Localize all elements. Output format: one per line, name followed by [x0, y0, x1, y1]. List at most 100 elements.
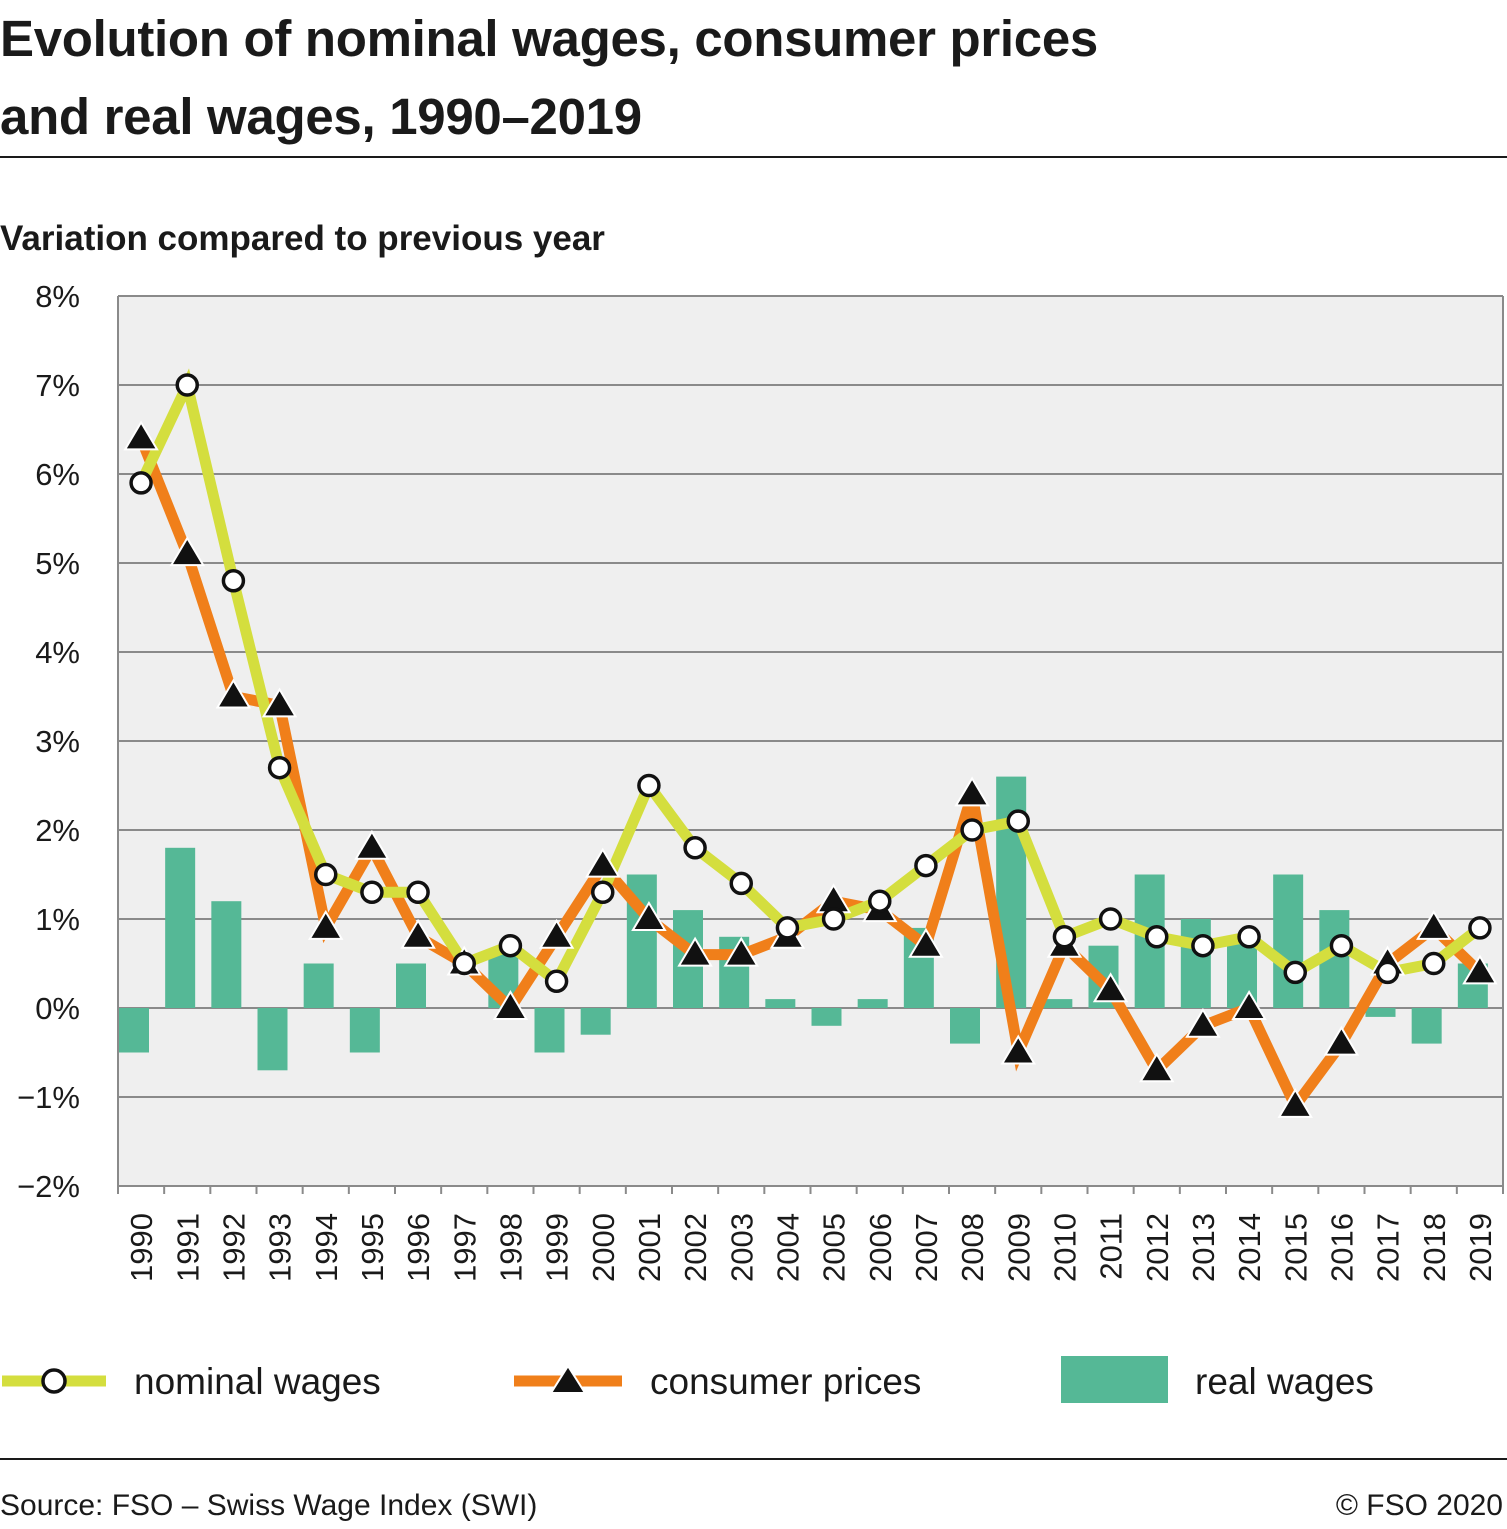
marker-nominal-wages-1998: [498, 933, 523, 958]
marker-nominal-wages-2012: [1145, 925, 1169, 949]
marker-nominal-wages-1994: [314, 862, 338, 887]
marker-nominal-wages-1991: [175, 373, 199, 397]
bar-real-wages-2004: [765, 999, 796, 1008]
marker-consumer-prices-2018: [1415, 909, 1452, 940]
y-tick-label: 8%: [35, 279, 80, 314]
line-bar-chart: 8%7%6%5%4%3%2%1%0%−1%−2% 1990 1991 1992 199…: [17, 279, 1504, 1282]
chart-title: Evolution of nominal wages, consumer pri…: [0, 0, 1480, 156]
marker-consumer-prices-1992: [215, 678, 252, 709]
x-tick-label-1992: 1992: [216, 1213, 251, 1282]
marker-consumer-prices-2003: [723, 936, 760, 967]
marker-nominal-wages-2016: [1329, 933, 1354, 958]
x-tick-label-2006: 2006: [863, 1213, 898, 1282]
y-tick-label: 5%: [35, 546, 80, 581]
x-tick-label-1999: 1999: [540, 1213, 575, 1282]
y-tick-label: −2%: [17, 1169, 80, 1204]
x-axis: 1990 1991 1992 1993 1994 1995 1996 1997 1998 1999…: [117, 1185, 1504, 1282]
x-tick-label-2019: 2019: [1463, 1213, 1498, 1282]
triangle-marker-icon: [549, 1364, 587, 1394]
legend-swatch-nominal: [2, 1368, 106, 1394]
bar-real-wages-2017: [1365, 1008, 1396, 1017]
marker-consumer-prices-2009: [1000, 1034, 1037, 1065]
x-tick-label-2010: 2010: [1047, 1213, 1082, 1282]
marker-consumer-prices-1999: [538, 918, 575, 949]
marker-consumer-prices-2011: [1092, 972, 1129, 1003]
legend: nominal wages consumer prices real wages: [0, 1352, 1507, 1412]
title-line-2: and real wages, 1990–2019: [0, 88, 642, 145]
source-note: Source: FSO – Swiss Wage Index (SWI): [0, 1489, 538, 1522]
marker-consumer-prices-2014: [1231, 990, 1267, 1020]
legend-label-cpi: consumer prices: [650, 1361, 922, 1402]
marker-nominal-wages-2009: [1006, 809, 1030, 833]
y-tick-label: 1%: [35, 902, 80, 937]
x-tick-label-2016: 2016: [1324, 1213, 1359, 1282]
marker-nominal-wages-2006: [868, 889, 892, 913]
bar-real-wages-1995: [349, 1008, 380, 1053]
title-line-1: Evolution of nominal wages, consumer pri…: [0, 10, 1098, 67]
x-tick-label-1996: 1996: [401, 1213, 436, 1282]
marker-nominal-wages-2001: [637, 773, 661, 798]
marker-consumer-prices-2015: [1277, 1087, 1314, 1118]
marker-consumer-prices-2012: [1138, 1052, 1175, 1083]
marker-nominal-wages-2008: [960, 818, 984, 842]
bar-real-wages-2006: [857, 999, 888, 1008]
legend-label-nominal: nominal wages: [134, 1361, 381, 1402]
marker-nominal-wages-2015: [1283, 960, 1307, 985]
y-tick-label: −1%: [17, 1080, 80, 1115]
marker-consumer-prices-2007: [908, 927, 944, 958]
x-tick-label-2005: 2005: [817, 1213, 852, 1282]
bar-real-wages-1999: [534, 1008, 565, 1053]
bar-real-wages-1991: [165, 847, 196, 1008]
x-tick-label-2018: 2018: [1417, 1213, 1452, 1282]
x-tick-label-2011: 2011: [1094, 1213, 1129, 1280]
bar-real-wages-2008: [950, 1008, 980, 1044]
legend-item-consumer-prices: consumer prices: [510, 1352, 1010, 1412]
marker-consumer-prices-1995: [354, 829, 390, 860]
marker-consumer-prices-2013: [1185, 1007, 1221, 1038]
y-tick-label: 0%: [35, 991, 80, 1026]
marker-nominal-wages-2019: [1468, 916, 1492, 940]
marker-nominal-wages-2018: [1422, 951, 1446, 976]
marker-consumer-prices-2019: [1462, 954, 1498, 985]
x-tick-label-1990: 1990: [124, 1213, 159, 1282]
x-tick-label-2014: 2014: [1232, 1213, 1267, 1282]
marker-nominal-wages-2007: [914, 853, 938, 878]
x-tick-label-1995: 1995: [355, 1213, 390, 1282]
marker-nominal-wages-2002: [683, 836, 707, 860]
bar-real-wages-2015: [1273, 874, 1304, 1008]
x-tick-label-2001: 2001: [632, 1213, 667, 1282]
bar-real-wages-2013: [1180, 919, 1211, 1008]
marker-consumer-prices-2000: [584, 847, 621, 878]
marker-consumer-prices-1990: [123, 420, 159, 451]
legend-item-nominal-wages: nominal wages: [0, 1352, 470, 1412]
marker-nominal-wages-2003: [729, 871, 753, 896]
marker-nominal-wages-1995: [360, 880, 384, 905]
legend-swatch-cpi: [514, 1364, 622, 1394]
x-tick-label-1994: 1994: [309, 1213, 344, 1282]
y-tick-label: 7%: [35, 368, 80, 403]
marker-nominal-wages-2011: [1098, 907, 1123, 931]
bar-real-wages-2018: [1411, 1008, 1442, 1044]
bar-real-wages-2000: [580, 1008, 611, 1035]
x-tick-label-2008: 2008: [955, 1213, 990, 1282]
x-tick-label-1993: 1993: [263, 1213, 298, 1282]
marker-consumer-prices-1991: [169, 536, 206, 567]
footer-divider: [0, 1458, 1507, 1460]
series-markers: [123, 373, 1498, 1118]
chart-subtitle: Variation compared to previous year: [0, 219, 605, 258]
marker-nominal-wages-2013: [1191, 933, 1215, 958]
bar-real-wages-2005: [811, 1008, 842, 1026]
marker-nominal-wages-1997: [452, 951, 476, 976]
x-tick-label-1997: 1997: [447, 1213, 482, 1282]
x-tick-label-2012: 2012: [1140, 1213, 1175, 1282]
y-axis: 8% 7% 6% 5% 4% 3% 2% 1% 0% −1% −2%: [17, 279, 80, 1204]
marker-nominal-wages-2017: [1375, 960, 1400, 985]
marker-nominal-wages-1992: [221, 569, 246, 593]
marker-nominal-wages-1999: [544, 969, 569, 994]
y-tick-label: 3%: [35, 724, 80, 759]
x-tick-label-2009: 2009: [1001, 1213, 1036, 1282]
x-tick-label-2017: 2017: [1371, 1213, 1406, 1282]
marker-consumer-prices-2002: [677, 936, 713, 967]
x-tick-label-2015: 2015: [1278, 1213, 1313, 1282]
marker-nominal-wages-1996: [406, 880, 430, 905]
